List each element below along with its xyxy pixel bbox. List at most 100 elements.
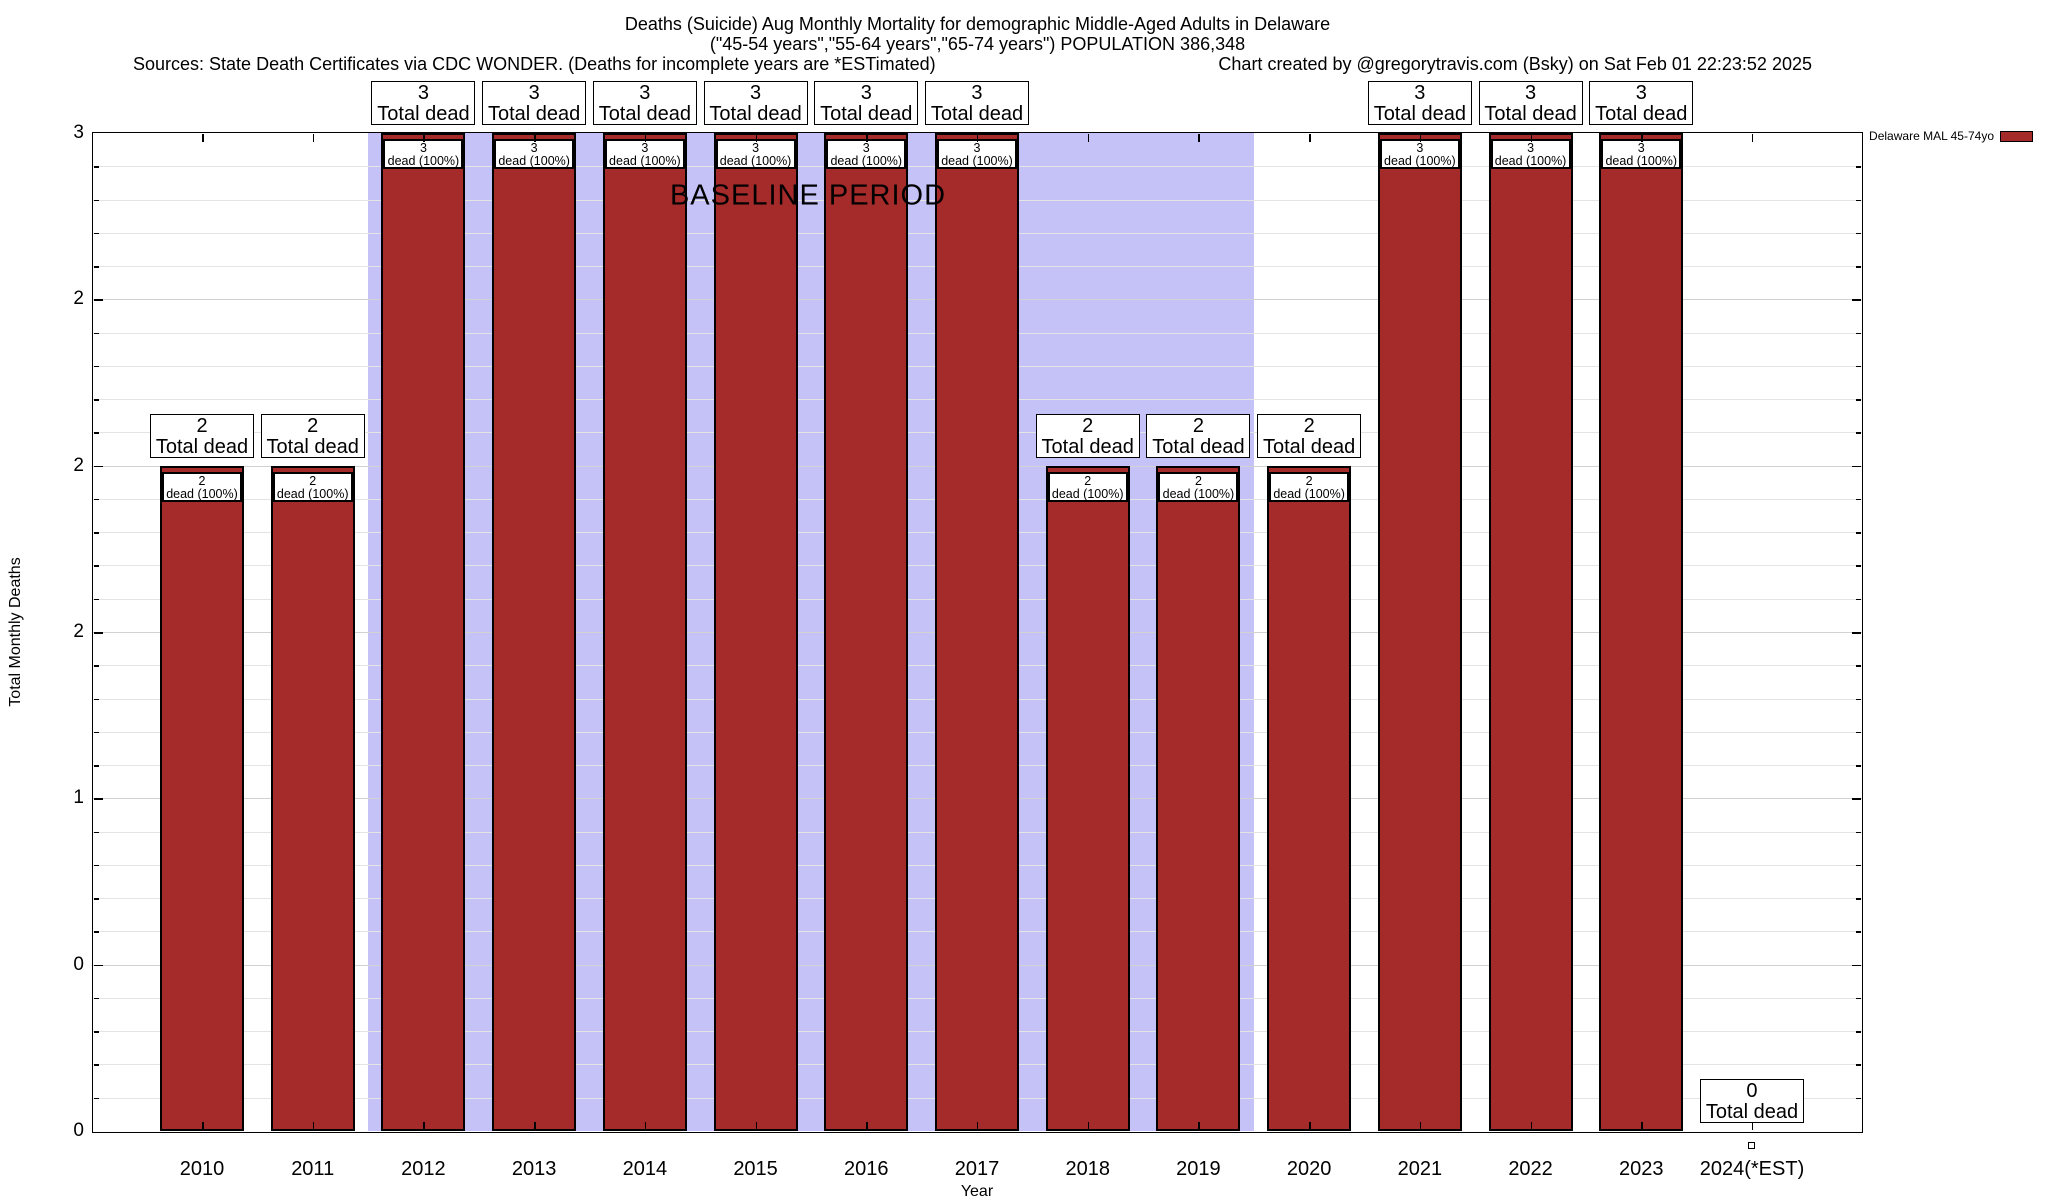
y-tick-mark-right [1856,199,1861,202]
y-tick-mark-right [1856,399,1861,401]
y-tick-mark-right [1852,798,1861,800]
inner-label-value: 3 [1527,141,1535,155]
bar-total-label: 3 Total dead [1589,81,1694,125]
y-tick-mark-right [1856,432,1861,434]
y-tick-mark-right [1856,266,1861,268]
y-tick-mark-right [1856,665,1861,667]
bar-total-label: 2 Total dead [1035,413,1140,458]
bar-inner-label: 2 dead (100%) [162,471,242,502]
y-tick-label: 2 [73,454,84,476]
bar [1599,133,1684,1131]
bar [1045,465,1130,1131]
total-label-value: 2 [1082,414,1094,437]
y-tick-mark-left [94,432,99,434]
x-tick-label: 2011 [291,1158,335,1180]
y-tick-mark-right [1856,931,1861,933]
y-tick-mark-left [94,798,103,800]
y-tick-mark-left [94,1031,99,1033]
x-tick-mark-bottom [312,1122,315,1130]
x-tick-label: 2012 [401,1158,446,1180]
x-axis-title: Year [960,1183,994,1200]
y-tick-mark-right [1852,465,1861,468]
x-tick-mark-top [312,134,315,142]
x-tick-mark-top [1419,134,1422,142]
x-tick-mark-top [1198,134,1200,142]
inner-label-value: 2 [309,473,317,488]
y-tick-mark-right [1856,498,1861,501]
chart-subtitle: ("45-54 years","55-64 years","65-74 year… [709,34,1246,54]
y-tick-mark-right [1856,598,1861,601]
bar [602,133,687,1131]
total-label-text: Total dead [266,435,359,458]
y-tick-mark-right [1856,898,1861,900]
x-tick-mark-top [755,134,758,142]
y-tick-mark-left [94,964,103,967]
bar-inner-label: 3 dead (100%) [1490,139,1571,169]
bar-inner-label: 2 dead (100%) [272,471,353,502]
total-label-text: Total dead [1041,435,1134,458]
x-tick-label: 2024(*EST) [1699,1158,1805,1180]
y-tick-mark-left [94,997,99,1000]
total-label-value: 3 [1525,82,1537,104]
y-tick-mark-right [1856,232,1861,235]
y-tick-mark-left [94,565,99,567]
y-tick-mark-left [94,532,99,534]
bar-inner-label: 3 dead (100%) [604,139,685,169]
y-tick-mark-left [94,232,99,235]
bar-inner-label: 3 dead (100%) [1601,139,1682,169]
inner-label-text: dead (100%) [609,154,681,168]
inner-label-value: 3 [530,141,538,155]
x-tick-mark-bottom [976,1122,979,1130]
x-tick-mark-top [202,134,204,142]
total-label-value: 2 [1303,414,1315,437]
y-tick-label: 0 [73,1120,84,1141]
inner-label-text: dead (100%) [1273,486,1345,501]
total-label-value: 3 [860,82,872,104]
x-tick-label: 2013 [511,1158,557,1180]
bar-inner-label: 3 dead (100%) [1379,139,1460,169]
legend-color-swatch [2000,130,2033,142]
bar-inner-label: 3 dead (100%) [936,139,1017,169]
total-label-text: Total dead [709,103,802,125]
total-label-value: 2 [196,414,208,437]
bar-total-label: 3 Total dead [703,81,808,125]
y-tick-mark-right [1852,964,1861,967]
total-label-value: 0 [1746,1080,1758,1102]
bar-total-label: 2 Total dead [260,413,365,458]
total-label-text: Total dead [598,103,691,125]
total-label-value: 3 [417,82,429,104]
x-tick-mark-bottom [1641,1122,1643,1130]
baseline-period-label: BASELINE PERIOD [669,179,947,212]
bar-total-label: 2 Total dead [1257,413,1362,458]
y-tick-mark-left [94,864,99,867]
y-tick-mark-left [94,166,99,168]
bar-total-label: 2 Total dead [150,413,254,458]
y-tick-mark-left [94,831,99,834]
inner-label-value: 2 [198,473,206,488]
y-tick-mark-right [1856,1097,1861,1100]
y-tick-mark-left [94,1097,99,1100]
x-tick-mark-top [1530,134,1533,142]
x-tick-mark-bottom [1530,1122,1533,1130]
y-tick-mark-right [1856,698,1861,701]
y-tick-mark-right [1856,365,1861,368]
bar-inner-label: 2 dead (100%) [1158,471,1239,502]
y-axis-title: Total Monthly Deaths [7,557,24,707]
bar-total-label: 3 Total dead [814,81,919,125]
y-tick-mark-right [1856,166,1861,168]
x-tick-mark-bottom [202,1122,204,1130]
sources-note: Sources: State Death Certificates via CD… [133,54,936,74]
total-label-text: Total dead [1705,1101,1799,1123]
bar [713,133,798,1131]
bar-total-label: 3 Total dead [1478,81,1583,125]
y-tick-mark-left [94,598,99,601]
y-tick-label: 1 [73,787,84,809]
bar-total-label: 3 Total dead [1367,81,1472,125]
x-tick-label: 2022 [1508,1158,1553,1180]
y-tick-mark-right [1856,831,1861,834]
y-tick-mark-right [1856,1031,1861,1033]
total-label-text: Total dead [155,435,249,458]
y-tick-label: 2 [73,621,84,642]
y-tick-mark-right [1852,632,1861,634]
y-tick-label: 2 [73,288,84,310]
